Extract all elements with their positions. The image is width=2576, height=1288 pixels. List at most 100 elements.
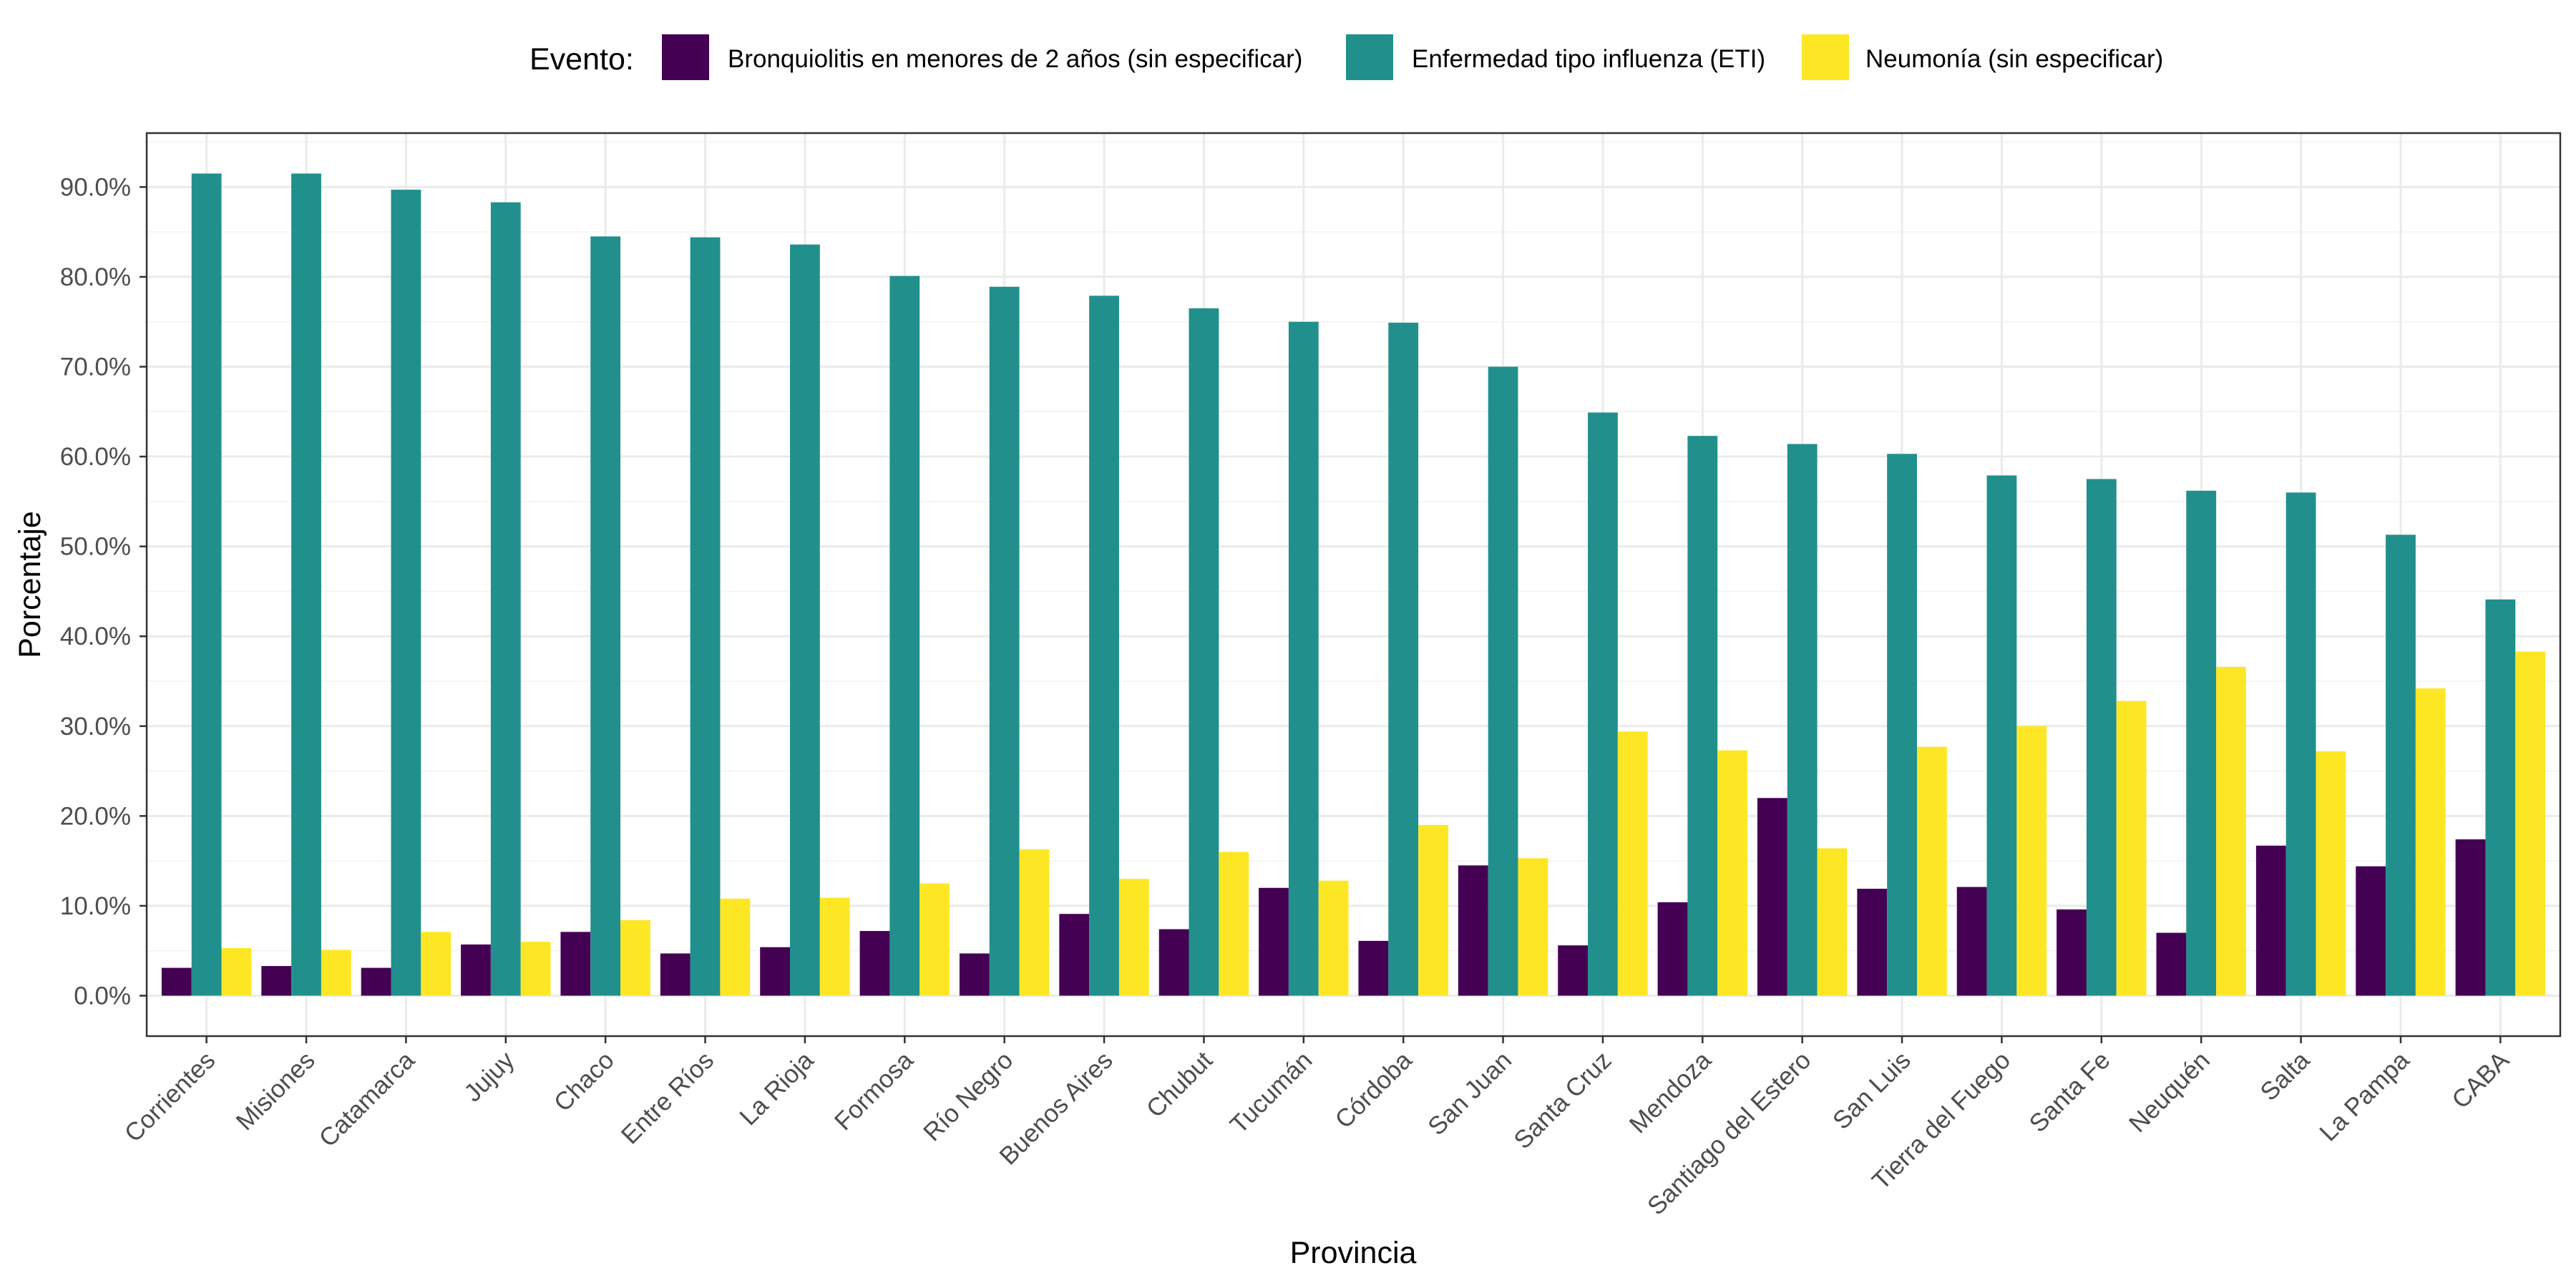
bar-bronquiolitis — [660, 953, 691, 996]
legend-item-neumonia: Neumonía (sin especificar) — [1802, 34, 2163, 80]
bar-bronquiolitis — [1956, 887, 1987, 996]
plot-border — [145, 132, 2562, 1038]
bar-neumonia — [2116, 701, 2147, 996]
bar-neumonia — [221, 947, 252, 996]
x-axis-title: Provincia — [1290, 1236, 1417, 1270]
bar-neumonia — [1717, 750, 1748, 996]
bar-bronquiolitis — [261, 966, 292, 996]
y-tick-label: 60.0% — [60, 443, 131, 471]
bar-eti — [1089, 296, 1119, 996]
bar-eti — [291, 173, 321, 996]
bar-eti — [790, 244, 820, 996]
bar-bronquiolitis — [361, 967, 391, 996]
legend-label-neumonia: Neumonía (sin especificar) — [1865, 45, 2163, 73]
bar-eti — [1887, 454, 1917, 996]
bar-eti — [191, 173, 222, 996]
bar-bronquiolitis — [1059, 914, 1090, 996]
bar-bronquiolitis — [760, 947, 790, 996]
bar-neumonia — [421, 932, 452, 996]
y-tick-label: 70.0% — [60, 353, 131, 381]
bar-eti — [2386, 535, 2416, 996]
bar-bronquiolitis — [1259, 887, 1289, 996]
bar-neumonia — [2216, 666, 2246, 996]
bar-bronquiolitis — [1458, 865, 1488, 996]
bar-bronquiolitis — [1657, 902, 1688, 996]
bar-bronquiolitis — [959, 953, 990, 996]
bar-eti — [2285, 492, 2316, 996]
bar-eti — [2186, 490, 2217, 996]
bar-bronquiolitis — [2255, 845, 2286, 996]
bar-bronquiolitis — [2057, 909, 2087, 996]
legend-item-bronquiolitis: Bronquiolitis en menores de 2 años (sin … — [662, 34, 1302, 80]
bar-neumonia — [819, 897, 850, 996]
bar-neumonia — [321, 950, 351, 996]
bar-bronquiolitis — [2156, 932, 2187, 996]
y-tick-label: 10.0% — [60, 892, 131, 920]
bar-bronquiolitis — [2356, 866, 2386, 996]
bar-eti — [2485, 599, 2516, 996]
y-tick-label: 30.0% — [60, 713, 131, 741]
bar-bronquiolitis — [461, 944, 491, 996]
bar-eti — [690, 237, 721, 996]
bar-eti — [1787, 444, 1818, 996]
bar-neumonia — [1518, 858, 1548, 996]
bar-bronquiolitis — [560, 932, 591, 996]
bar-neumonia — [1219, 852, 1249, 996]
bar-bronquiolitis — [1757, 798, 1787, 996]
bar-eti — [989, 286, 1020, 996]
bar-bronquiolitis — [1558, 945, 1589, 996]
bar-neumonia — [1019, 849, 1050, 996]
bar-eti — [1488, 366, 1518, 996]
legend-item-eti: Enfermedad tipo influenza (ETI) — [1346, 34, 1765, 80]
legend-key-eti — [1346, 34, 1393, 80]
bar-bronquiolitis — [2455, 839, 2486, 996]
y-tick-label: 80.0% — [60, 263, 131, 291]
bar-neumonia — [2016, 726, 2047, 996]
bar-eti — [1687, 436, 1718, 996]
bar-neumonia — [2316, 751, 2346, 996]
y-tick-label: 50.0% — [60, 533, 131, 561]
bar-neumonia — [1617, 731, 1648, 996]
legend-label-bronquiolitis: Bronquiolitis en menores de 2 años (sin … — [728, 45, 1302, 73]
plot-panel — [147, 133, 2560, 1036]
bar-bronquiolitis — [161, 967, 192, 996]
bars — [161, 173, 2546, 996]
bar-neumonia — [1418, 824, 1448, 996]
bar-eti — [1388, 322, 1419, 996]
bar-eti — [1986, 475, 2017, 996]
bar-eti — [590, 236, 621, 996]
bar-bronquiolitis — [1857, 889, 1888, 996]
legend-key-bronquiolitis — [662, 34, 709, 80]
legend-label-eti: Enfermedad tipo influenza (ETI) — [1412, 45, 1765, 73]
bar-eti — [2086, 479, 2117, 996]
bar-bronquiolitis — [859, 931, 890, 996]
y-tick-label: 0.0% — [74, 982, 131, 1010]
bar-eti — [1288, 321, 1319, 996]
bar-neumonia — [1817, 848, 1848, 996]
bar-eti — [1588, 412, 1618, 996]
y-tick-label: 90.0% — [60, 173, 131, 201]
bar-bronquiolitis — [1358, 940, 1389, 996]
legend-title: Evento: — [530, 42, 634, 77]
bar-neumonia — [720, 898, 751, 996]
bar-neumonia — [620, 920, 650, 996]
bar-eti — [1189, 308, 1219, 996]
legend: Evento: Bronquiolitis en menores de 2 añ… — [530, 34, 2163, 80]
bar-neumonia — [2515, 651, 2546, 996]
bar-eti — [391, 190, 421, 996]
bar-bronquiolitis — [1158, 929, 1189, 996]
bar-neumonia — [1917, 746, 1947, 996]
y-axis: 0.0% 10.0% 20.0% 30.0% 40.0% 50.0% 60.0% 70.0% 8… — [60, 173, 147, 1010]
bar-neumonia — [2415, 688, 2446, 996]
bar-neumonia — [919, 883, 950, 996]
bar-eti — [889, 275, 920, 996]
y-tick-label: 40.0% — [60, 623, 131, 650]
bar-eti — [490, 202, 521, 996]
y-tick-label: 20.0% — [60, 802, 131, 830]
y-axis-title: Porcentaje — [13, 511, 47, 658]
bar-neumonia — [520, 942, 551, 996]
bar-neumonia — [1118, 879, 1149, 996]
bar-neumonia — [1318, 880, 1349, 996]
legend-key-neumonia — [1802, 34, 1849, 80]
